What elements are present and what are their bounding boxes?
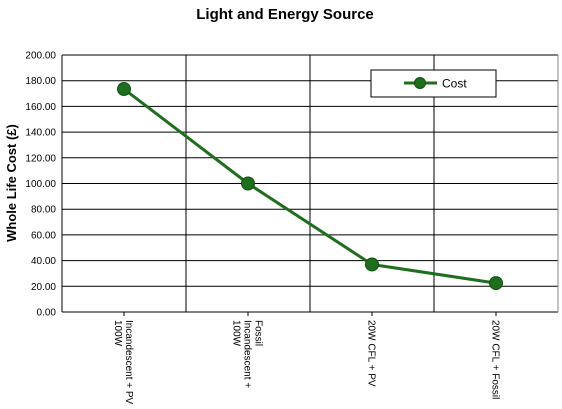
y-tick-label: 180.00 — [25, 76, 56, 87]
y-axis-ticks: 0.00 20.00 40.00 60.00 80.00 100.00 120.00 140.… — [25, 51, 56, 319]
x-tick-label-line: Fossil — [253, 320, 264, 346]
y-axis-label: Whole Life Cost (£) — [4, 124, 19, 242]
x-tick-label: 20W CFL + Fossil — [490, 320, 501, 399]
x-tick-label-line: 20W CFL + PV — [366, 320, 377, 387]
y-tick-label: 200.00 — [25, 51, 56, 62]
series-line — [123, 87, 497, 285]
grid — [61, 54, 559, 316]
x-tick-label-line: Incandescent + PV — [123, 320, 134, 405]
x-tick-label: 100W Incandescent + Fossil — [231, 320, 264, 388]
data-point — [365, 257, 379, 272]
x-tick-label-line: 20W CFL + Fossil — [490, 320, 501, 399]
data-point — [241, 176, 255, 191]
data-point — [117, 82, 131, 97]
x-tick-label-line: 100W — [231, 320, 242, 347]
series-cost — [117, 82, 503, 291]
y-tick-label: 80.00 — [31, 205, 56, 216]
y-tick-label: 40.00 — [31, 256, 56, 267]
y-tick-label: 60.00 — [31, 230, 56, 241]
y-tick-label: 140.00 — [25, 128, 56, 139]
y-tick-label: 0.00 — [37, 308, 57, 319]
y-tick-label: 160.00 — [25, 102, 56, 113]
y-tick-label: 100.00 — [25, 179, 56, 190]
legend-marker — [414, 77, 426, 89]
legend: Cost — [370, 69, 497, 98]
x-tick-label: 100W Incandescent + PV — [112, 320, 134, 405]
x-tick-label-line: 100W — [112, 320, 123, 347]
y-tick-label: 20.00 — [31, 282, 56, 293]
x-axis-ticks: 100W Incandescent + PV 100W Incandescent + F… — [112, 320, 501, 405]
chart-title: Light and Energy Source — [196, 6, 374, 23]
x-tick-label: 20W CFL + PV — [366, 320, 377, 387]
legend-label: Cost — [442, 77, 467, 91]
x-tick-label-line: Incandescent + — [242, 320, 253, 388]
data-point — [489, 276, 503, 291]
y-tick-label: 120.00 — [25, 153, 56, 164]
